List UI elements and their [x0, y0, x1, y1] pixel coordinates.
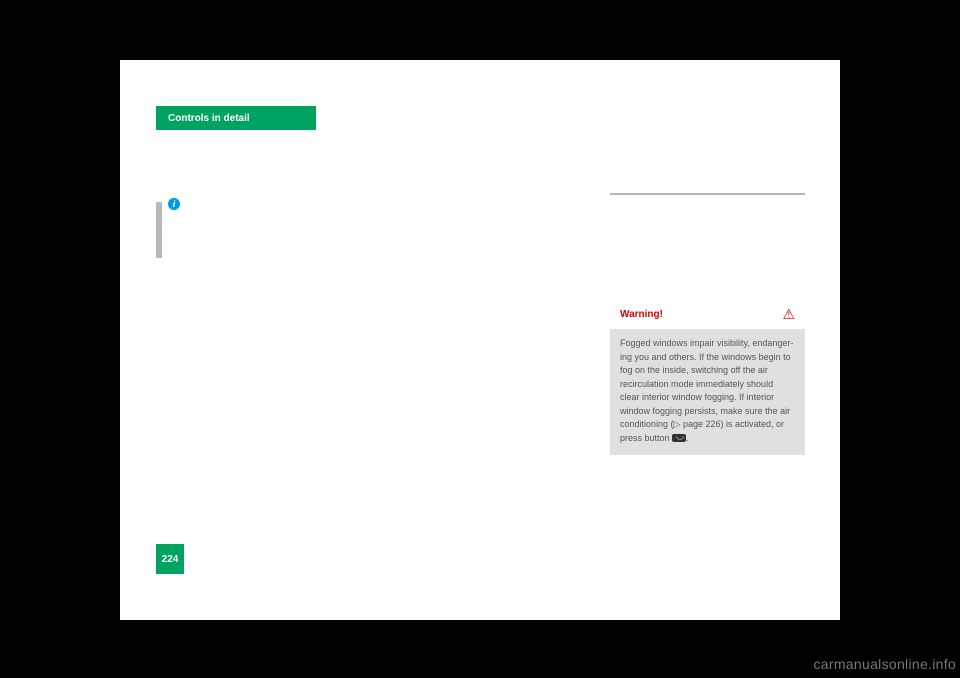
warning-triangle-icon: ⚠: [782, 306, 795, 323]
warning-box: Warning! ⚠ Fogged windows impair visibil…: [610, 300, 805, 455]
warning-body: Fogged windows impair visibility, endang…: [610, 329, 805, 455]
page-number-box: 224: [156, 544, 184, 574]
defrost-button-icon: [672, 434, 686, 442]
info-sidebar-rule: [156, 202, 162, 258]
warning-title: Warning!: [620, 309, 663, 320]
manual-page: Controls in detail i Warning! ⚠ Fogged w…: [120, 60, 840, 620]
info-icon: i: [168, 198, 180, 210]
warning-header: Warning! ⚠: [610, 300, 805, 329]
column-rule: [610, 193, 805, 195]
warning-text-2: .: [686, 433, 689, 443]
watermark: carmanualsonline.info: [814, 656, 957, 672]
section-tab-label: Controls in detail: [168, 113, 250, 124]
warning-text-1: Fogged windows impair visibility, endang…: [620, 338, 793, 429]
page-number: 224: [162, 554, 179, 565]
info-icon-glyph: i: [173, 199, 176, 209]
section-tab: Controls in detail: [156, 106, 316, 130]
